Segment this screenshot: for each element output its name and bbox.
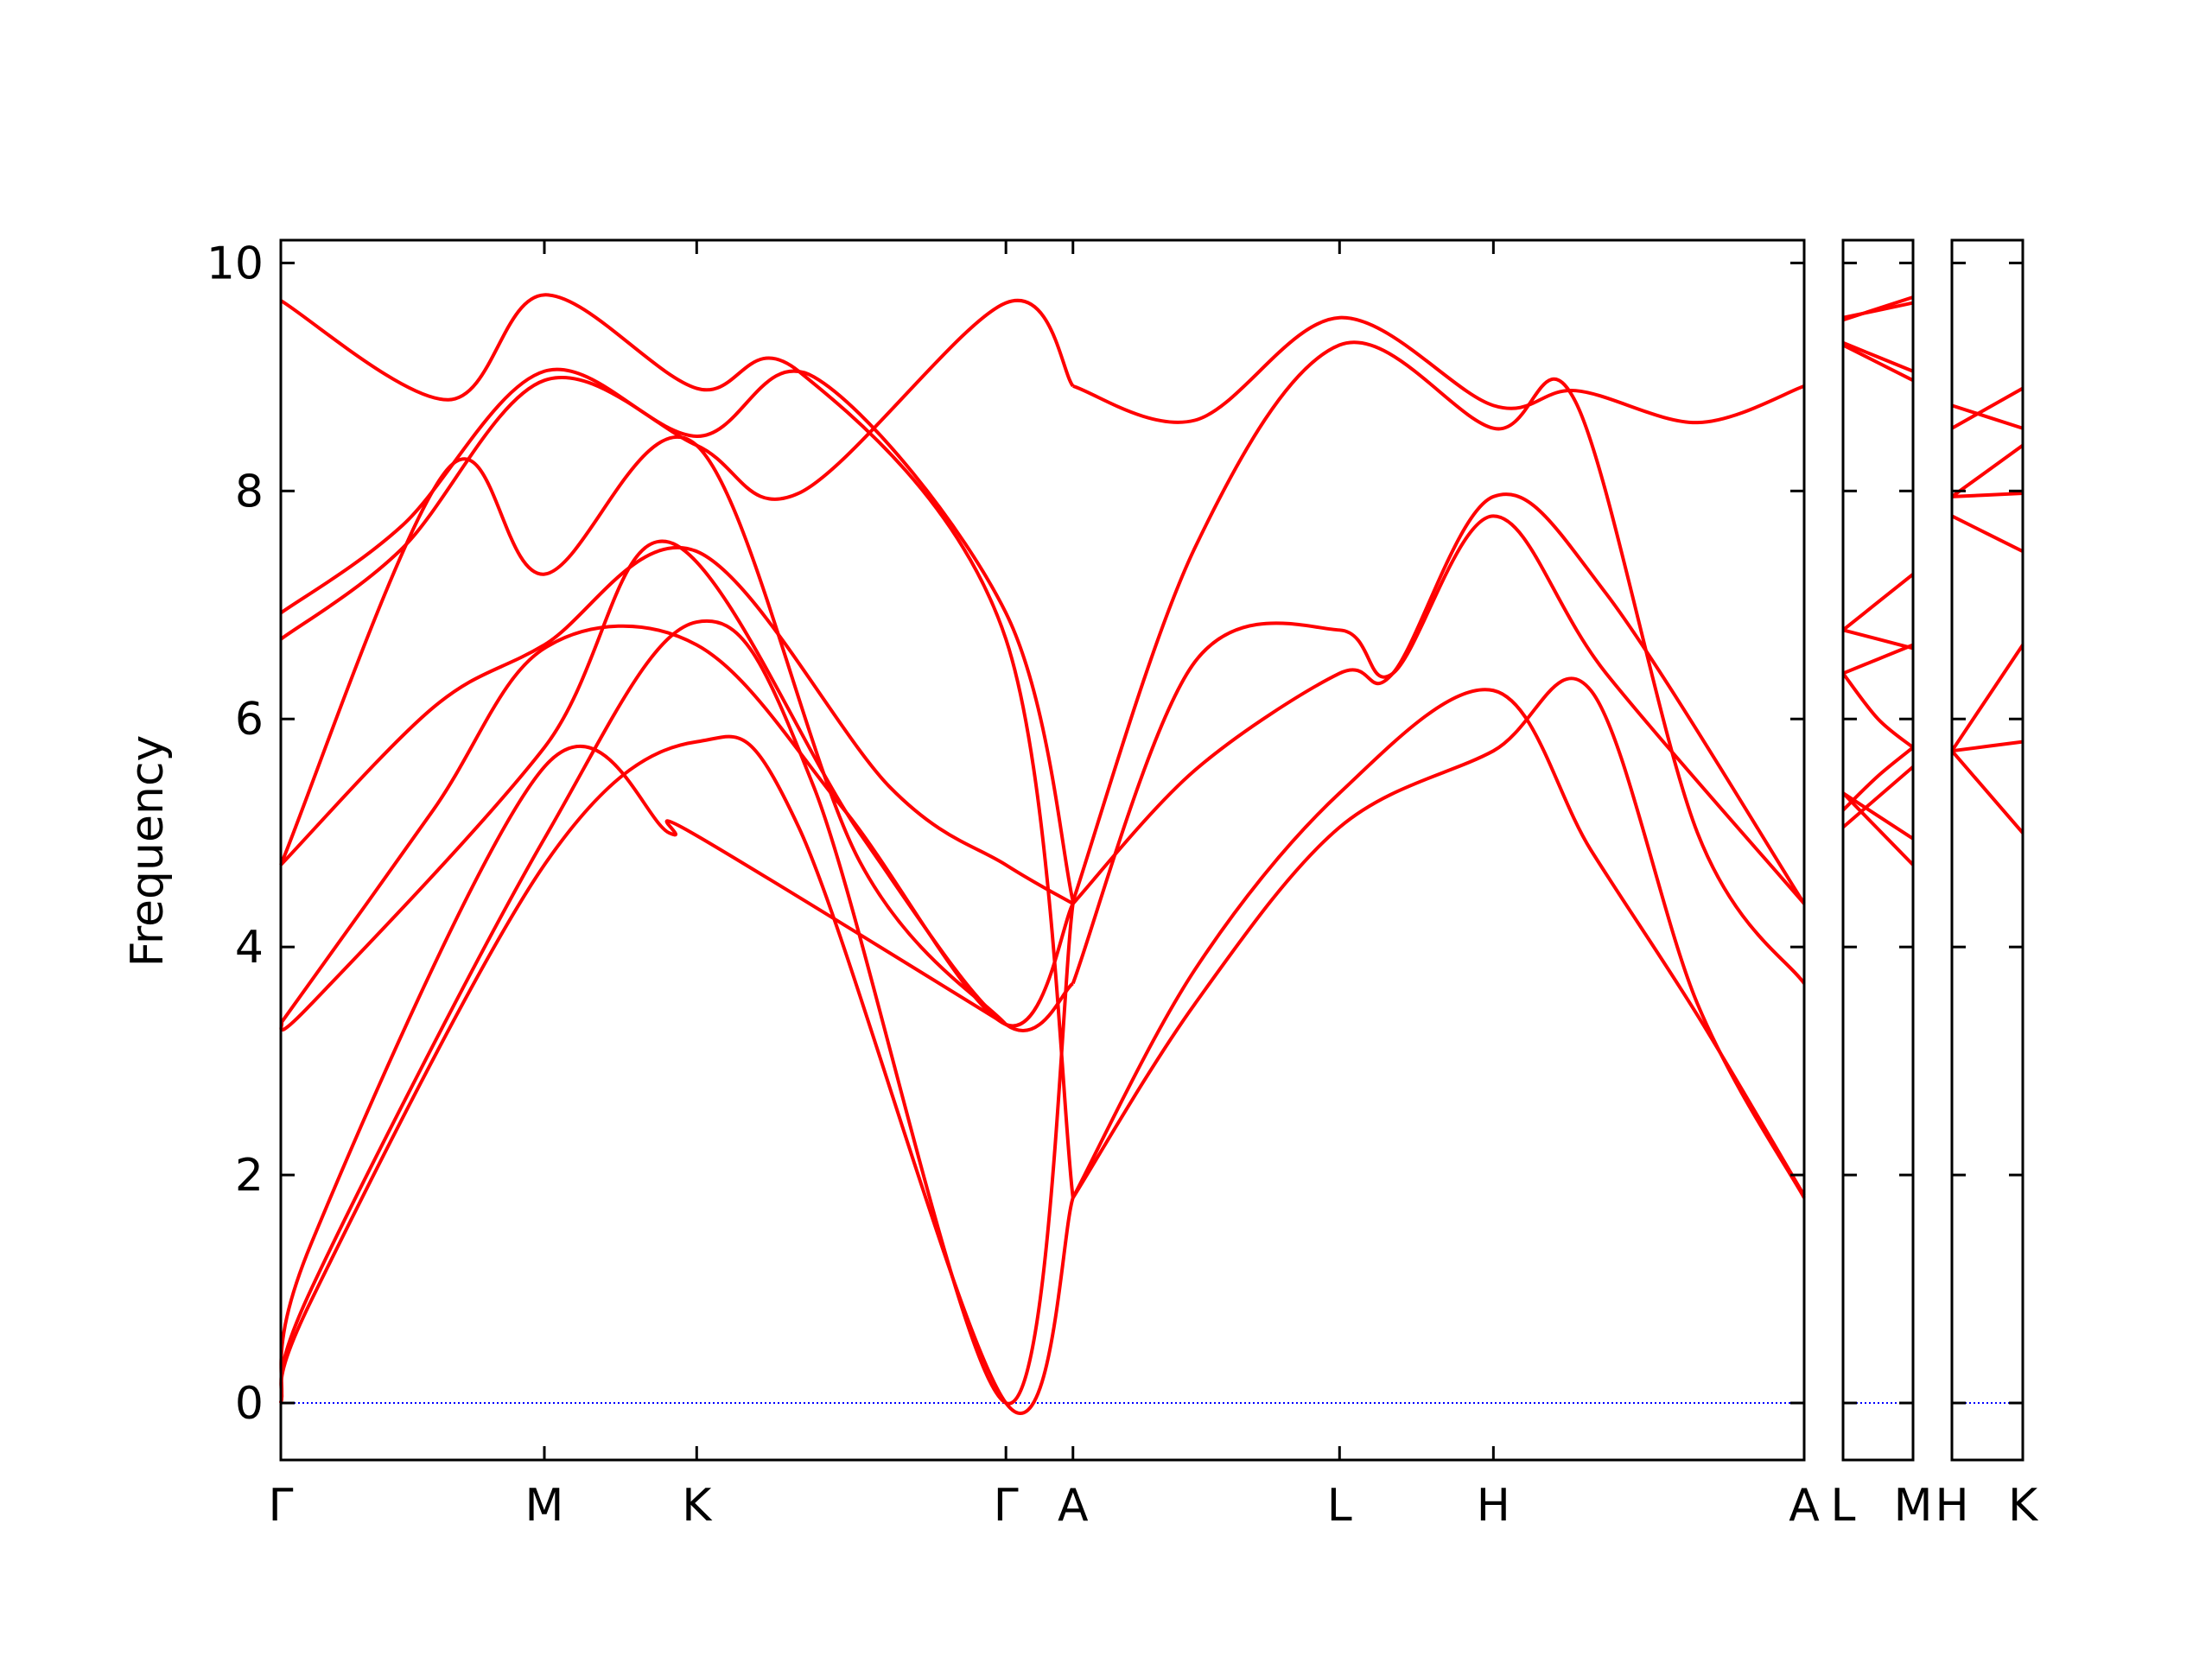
band-line <box>1071 688 1806 1199</box>
y-axis-label: Frequency <box>122 735 174 968</box>
x-tick-label: L <box>1831 1480 1856 1532</box>
x-tick-label: A <box>1789 1480 1820 1532</box>
band-line <box>1842 343 1914 383</box>
band-line <box>1071 676 1806 1199</box>
x-tick-label: M <box>525 1480 564 1532</box>
band-line <box>1072 315 1805 425</box>
y-tick-label: 2 <box>235 1150 264 1202</box>
band-line <box>1951 739 2024 753</box>
x-tick-label: Γ <box>269 1480 294 1532</box>
band-line <box>1841 791 1915 866</box>
band-line <box>1071 514 1806 985</box>
band-line <box>1841 573 1915 632</box>
panel-frame <box>279 238 1806 1462</box>
band-line <box>279 745 1007 1404</box>
panel-frames <box>279 238 2024 1462</box>
series-layer <box>279 293 2024 1415</box>
band-line <box>1950 443 2024 498</box>
x-tick-label: M <box>1894 1480 1933 1532</box>
band-line <box>1950 749 2024 835</box>
y-tick-label: 8 <box>235 466 264 517</box>
x-tick-label: Γ <box>994 1480 1019 1532</box>
x-tick-label: A <box>1058 1480 1089 1532</box>
band-line <box>1842 301 1914 320</box>
band-line <box>1951 491 2024 498</box>
band-line <box>279 367 1075 902</box>
x-tick-label: L <box>1327 1480 1352 1532</box>
y-tick-label: 4 <box>235 922 264 974</box>
band-line <box>279 734 1075 1415</box>
y-tick-label: 6 <box>235 694 264 746</box>
band-line <box>279 293 1075 1198</box>
band-line <box>1950 644 2024 752</box>
band-line <box>1841 765 1915 829</box>
tick-marks <box>279 240 2024 1460</box>
band-line <box>279 435 1007 1026</box>
panel-frame <box>1950 238 2024 1462</box>
band-line <box>1842 643 1914 676</box>
band-line <box>1841 672 1915 749</box>
band-line <box>279 545 1074 905</box>
x-tick-label: H <box>1935 1480 1968 1532</box>
band-line <box>1842 628 1914 651</box>
band-line <box>1951 514 2024 554</box>
y-tick-label: 10 <box>207 238 264 289</box>
band-line <box>279 619 1075 1406</box>
band-line <box>1951 386 2024 430</box>
band-line <box>1842 340 1914 373</box>
y-tick-label: 0 <box>235 1378 264 1430</box>
x-tick-label: K <box>2008 1480 2039 1532</box>
x-tick-label: K <box>682 1480 713 1532</box>
panel-frame <box>1841 238 1915 1462</box>
band-line <box>1951 403 2024 430</box>
x-tick-label: H <box>1477 1480 1510 1532</box>
band-line <box>279 298 1075 641</box>
band-line <box>279 539 1075 1032</box>
band-line <box>1841 791 1915 841</box>
band-line <box>1841 746 1915 812</box>
band-line <box>1071 492 1806 905</box>
band-line <box>1071 340 1806 985</box>
